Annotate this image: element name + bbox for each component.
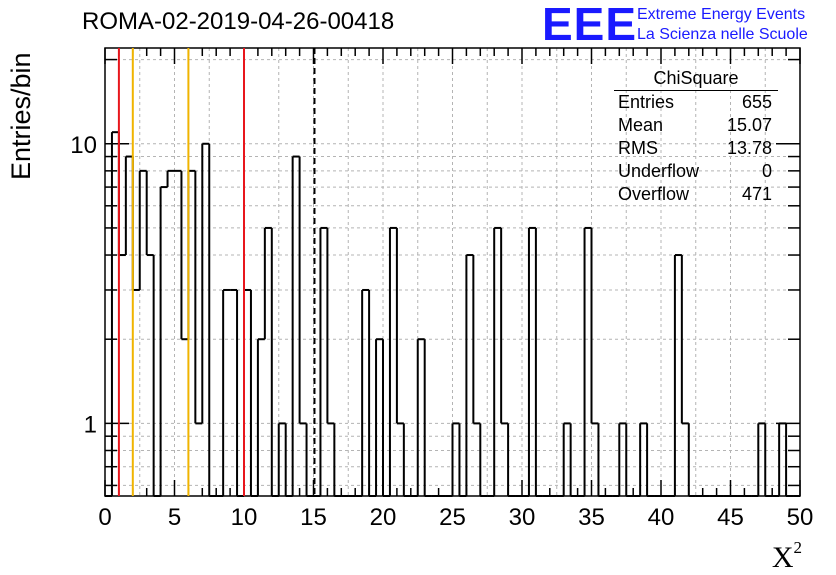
x-tick-label: 35 xyxy=(578,504,605,531)
x-tick-label: 10 xyxy=(231,504,258,531)
x-tick-label: 15 xyxy=(300,504,327,531)
y-tick-label: 10 xyxy=(70,132,97,159)
stats-label: Mean xyxy=(618,115,664,135)
stats-label: Entries xyxy=(618,92,675,112)
stats-row: Underflow 0 xyxy=(614,160,778,183)
x-tick-label: 20 xyxy=(370,504,397,531)
x-tick-label: 30 xyxy=(509,504,536,531)
stats-row: Overflow 471 xyxy=(614,183,778,206)
x-tick-label: 0 xyxy=(98,504,111,531)
x-axis-label-superscript: 2 xyxy=(793,538,803,557)
x-tick-label: 50 xyxy=(787,504,814,531)
x-tick-label: 45 xyxy=(717,504,744,531)
stats-label: Overflow xyxy=(618,184,690,204)
stats-value: 655 xyxy=(741,92,772,112)
eee-logo: EEE Extreme Energy Events La Scienza nel… xyxy=(542,0,836,50)
stats-box: ChiSquare Entries 655 Mean 15.07 RMS 13.78 … xyxy=(614,66,778,206)
x-axis-label-base: X xyxy=(771,541,794,574)
stats-title: ChiSquare xyxy=(614,66,778,91)
y-tick-label: 1 xyxy=(84,411,97,438)
stats-label: Underflow xyxy=(618,161,700,181)
x-tick-label: 40 xyxy=(648,504,675,531)
stats-value: 13.78 xyxy=(726,138,772,158)
logo-line-1: Extreme Energy Events xyxy=(637,6,806,23)
x-axis-label: X2 xyxy=(772,538,802,575)
stats-row: Entries 655 xyxy=(614,91,778,114)
x-tick-label: 25 xyxy=(439,504,466,531)
stats-label: RMS xyxy=(618,138,658,158)
stats-value: 15.07 xyxy=(726,115,772,135)
logo-line-2: La Scienza nelle Scuole xyxy=(637,26,808,43)
logo-mark: EEE xyxy=(542,0,638,50)
stats-row: Mean 15.07 xyxy=(614,114,778,137)
stats-row: RMS 13.78 xyxy=(614,137,778,160)
stats-value: 471 xyxy=(741,184,772,204)
x-tick-label: 5 xyxy=(168,504,181,531)
stats-value: 0 xyxy=(761,161,772,181)
chart-title: ROMA-02-2019-04-26-00418 xyxy=(82,8,395,35)
